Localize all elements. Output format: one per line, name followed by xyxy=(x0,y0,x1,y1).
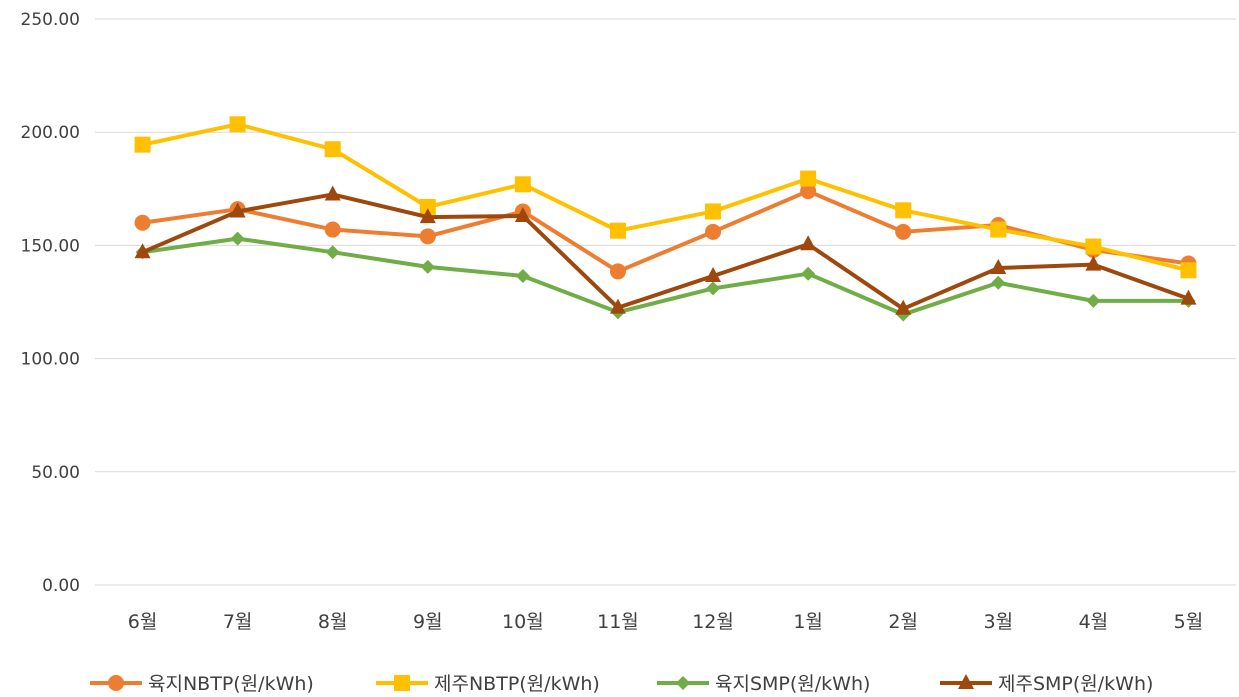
legend-marker xyxy=(108,675,124,691)
legend-marker xyxy=(676,676,690,690)
data-point xyxy=(420,259,435,274)
series-4 xyxy=(134,185,1197,315)
data-point xyxy=(229,116,246,133)
data-point xyxy=(801,266,816,281)
data-point xyxy=(800,235,817,251)
x-category-label: 4월 xyxy=(1079,611,1109,633)
data-point xyxy=(609,298,626,314)
data-point xyxy=(515,268,530,283)
data-point xyxy=(705,203,722,220)
x-category-label: 2월 xyxy=(888,611,918,633)
data-point xyxy=(229,202,246,218)
series-line xyxy=(142,122,1189,273)
data-point xyxy=(514,206,531,222)
data-point xyxy=(324,221,341,238)
data-point xyxy=(134,214,151,231)
x-category-label: 7월 xyxy=(223,611,253,633)
legend-marker xyxy=(394,675,410,691)
x-category-label: 9월 xyxy=(413,611,443,633)
x-category-label: 6월 xyxy=(128,611,158,633)
data-point xyxy=(419,208,436,224)
data-point xyxy=(1180,262,1197,279)
series-lines xyxy=(134,116,1197,322)
y-tick-label: 50.00 xyxy=(31,463,80,483)
data-point xyxy=(325,245,340,260)
y-tick-label: 200.00 xyxy=(21,123,80,143)
data-point xyxy=(705,266,722,282)
data-point xyxy=(609,263,626,280)
data-point xyxy=(800,170,817,187)
legend-item: 육지SMP(원/kWh) xyxy=(657,673,870,695)
data-point xyxy=(1180,289,1197,305)
data-point xyxy=(990,221,1007,238)
data-point xyxy=(800,183,817,200)
data-point xyxy=(706,281,721,296)
series-line xyxy=(142,189,1189,274)
legend-item: 육지NBTP(원/kWh) xyxy=(90,673,314,695)
data-point xyxy=(1086,293,1101,308)
data-point xyxy=(324,141,341,158)
data-point xyxy=(895,202,912,219)
data-point xyxy=(324,185,341,201)
series-line xyxy=(142,236,1189,317)
legend-label: 육지SMP(원/kWh) xyxy=(715,673,870,695)
series-line xyxy=(141,192,1190,311)
x-category-label: 3월 xyxy=(984,611,1014,633)
x-category-label: 5월 xyxy=(1174,611,1204,633)
x-category-label: 11월 xyxy=(597,611,639,633)
legend-label: 육지NBTP(원/kWh) xyxy=(148,673,314,695)
y-axis-tick-labels: 0.00 50.00 100.00 150.00 200.00 250.00 xyxy=(21,10,80,596)
legend: 육지NBTP(원/kWh) 제주NBTP(원/kWh) 육지SMP(원/kWh) 제주… xyxy=(90,673,1153,695)
legend-item: 제주NBTP(원/kWh) xyxy=(376,673,600,695)
x-category-label: 12월 xyxy=(692,611,734,633)
legend-label: 제주NBTP(원/kWh) xyxy=(434,673,600,695)
x-axis-category-labels: 6월 7월 8월 9월 10월 11월 12월 1월 2월 3월 4월 5월 xyxy=(128,611,1203,633)
y-tick-label: 0.00 xyxy=(42,576,80,596)
y-tick-label: 250.00 xyxy=(21,10,80,30)
y-tick-label: 100.00 xyxy=(21,350,80,370)
data-point xyxy=(419,228,436,245)
data-point xyxy=(1085,238,1102,255)
data-point xyxy=(419,198,436,215)
data-point xyxy=(230,231,245,246)
data-point xyxy=(134,136,151,153)
legend-item: 제주SMP(원/kWh) xyxy=(940,673,1153,695)
data-point xyxy=(1085,255,1102,271)
legend-label: 제주SMP(원/kWh) xyxy=(998,673,1153,695)
y-tick-label: 150.00 xyxy=(21,236,80,256)
data-point xyxy=(514,176,531,193)
legend-marker xyxy=(958,674,974,689)
x-category-label: 8월 xyxy=(318,611,348,633)
data-point xyxy=(895,223,912,240)
x-category-label: 10월 xyxy=(502,611,544,633)
data-point xyxy=(705,223,722,240)
data-point xyxy=(609,222,626,239)
data-point xyxy=(134,243,151,259)
x-category-label: 1월 xyxy=(793,611,823,633)
series-2 xyxy=(134,116,1197,279)
data-point xyxy=(895,299,912,315)
data-point xyxy=(990,259,1007,275)
data-point xyxy=(991,275,1006,290)
